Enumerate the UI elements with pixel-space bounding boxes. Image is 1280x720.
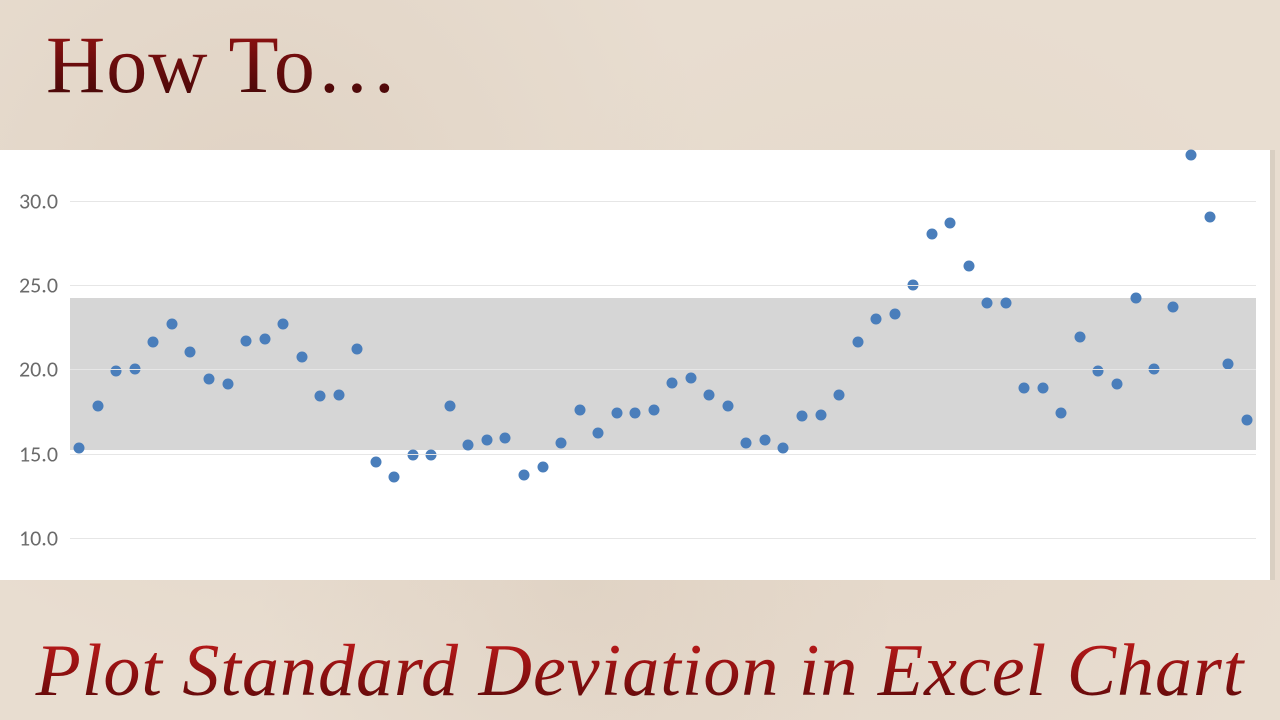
data-point: [1241, 414, 1252, 425]
data-point: [259, 333, 270, 344]
data-point: [500, 433, 511, 444]
data-point: [1130, 293, 1141, 304]
data-point: [778, 443, 789, 454]
chart-inner: 10.0 15.0 20.0 25.0 30.0: [0, 150, 1270, 580]
data-point: [667, 377, 678, 388]
data-point: [426, 450, 437, 461]
y-tick-label: 20.0: [0, 356, 58, 383]
page-subtitle: Plot Standard Deviation in Excel Chart: [0, 629, 1280, 714]
data-point: [519, 470, 530, 481]
data-point: [630, 408, 641, 419]
y-tick-label: 15.0: [0, 440, 58, 467]
scatter-chart: 10.0 15.0 20.0 25.0 30.0: [0, 150, 1275, 580]
data-point: [278, 318, 289, 329]
data-point: [648, 404, 659, 415]
data-point: [815, 409, 826, 420]
data-point: [704, 389, 715, 400]
data-point: [834, 389, 845, 400]
data-point: [444, 401, 455, 412]
data-point: [982, 298, 993, 309]
page-root: How To… 10.0 15.0 20.0 25.0 30.0 Plot Standa…: [0, 0, 1280, 720]
data-point: [166, 318, 177, 329]
data-point: [185, 347, 196, 358]
data-point: [871, 313, 882, 324]
data-point: [611, 408, 622, 419]
page-title: How To…: [46, 18, 399, 112]
data-point: [963, 261, 974, 272]
data-point: [1037, 382, 1048, 393]
data-point: [315, 391, 326, 402]
data-point: [1204, 212, 1215, 223]
data-point: [203, 374, 214, 385]
gridline: [70, 285, 1256, 286]
data-point: [333, 389, 344, 400]
gridline: [70, 454, 1256, 455]
gridline: [70, 369, 1256, 370]
gridline: [70, 201, 1256, 202]
data-point: [1223, 359, 1234, 370]
data-point: [148, 337, 159, 348]
data-point: [1112, 379, 1123, 390]
data-point: [241, 335, 252, 346]
data-point: [352, 343, 363, 354]
data-point: [926, 229, 937, 240]
data-point: [759, 435, 770, 446]
data-point: [1074, 332, 1085, 343]
data-point: [1056, 408, 1067, 419]
data-point: [1167, 301, 1178, 312]
data-point: [1000, 298, 1011, 309]
data-point: [852, 337, 863, 348]
data-point: [556, 438, 567, 449]
data-point: [481, 435, 492, 446]
data-point: [296, 352, 307, 363]
data-point: [889, 308, 900, 319]
data-point: [537, 462, 548, 473]
data-point: [722, 401, 733, 412]
data-point: [463, 440, 474, 451]
data-point: [370, 456, 381, 467]
plot-area: [70, 150, 1256, 580]
data-point: [1093, 365, 1104, 376]
gridline: [70, 538, 1256, 539]
data-point: [741, 438, 752, 449]
data-point: [92, 401, 103, 412]
data-point: [74, 443, 85, 454]
data-point: [1019, 382, 1030, 393]
y-tick-label: 30.0: [0, 187, 58, 214]
data-point: [945, 217, 956, 228]
data-point: [222, 379, 233, 390]
y-tick-label: 10.0: [0, 524, 58, 551]
data-point: [574, 404, 585, 415]
data-point: [407, 450, 418, 461]
data-point: [796, 411, 807, 422]
data-point: [593, 428, 604, 439]
data-point: [111, 365, 122, 376]
data-point: [389, 472, 400, 483]
data-point: [1186, 150, 1197, 161]
data-point: [685, 372, 696, 383]
y-tick-label: 25.0: [0, 271, 58, 298]
